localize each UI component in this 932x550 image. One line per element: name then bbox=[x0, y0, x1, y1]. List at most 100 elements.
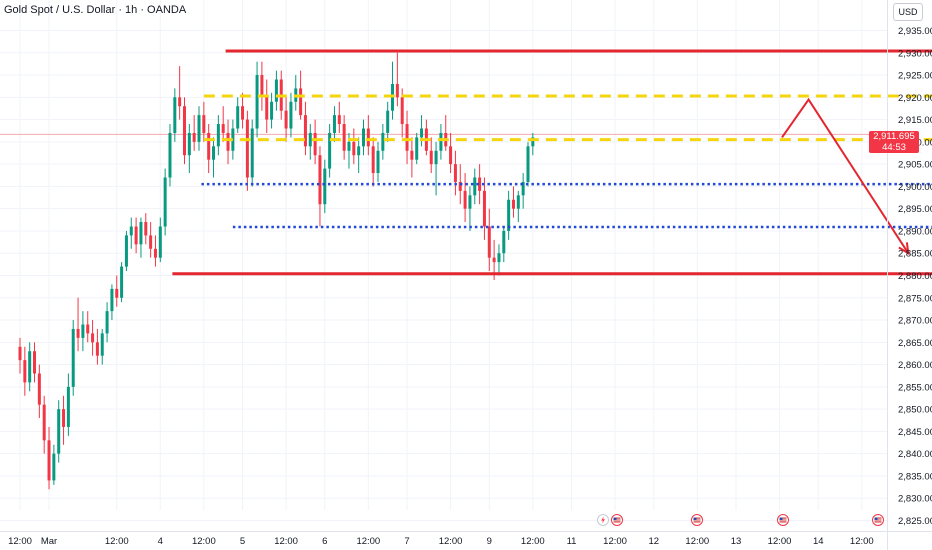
candle-body bbox=[168, 132, 172, 178]
candle-down bbox=[134, 217, 138, 254]
projection-arrowhead[interactable] bbox=[898, 242, 910, 256]
candle-body bbox=[260, 75, 264, 98]
candle-body bbox=[439, 132, 443, 151]
candle-down bbox=[144, 213, 148, 245]
candle-body bbox=[197, 115, 201, 142]
candle-down bbox=[241, 92, 245, 129]
y-tick-label: 2,895.000 bbox=[898, 204, 932, 215]
candle-up bbox=[415, 132, 419, 165]
candle-down bbox=[424, 119, 428, 156]
y-tick-label: 2,825.000 bbox=[898, 516, 932, 527]
candle-down bbox=[478, 164, 482, 205]
candle-body bbox=[284, 110, 288, 129]
candle-up bbox=[100, 328, 104, 365]
candle-up bbox=[497, 244, 501, 276]
candle-down bbox=[444, 115, 448, 151]
x-tick-label: 12:00 bbox=[685, 536, 709, 547]
candle-body bbox=[120, 266, 124, 298]
x-tick-label: 12:00 bbox=[192, 536, 216, 547]
candle-up bbox=[357, 137, 361, 174]
candle-body bbox=[255, 75, 259, 129]
candle-up bbox=[274, 70, 278, 111]
y-tick-label: 2,915.000 bbox=[898, 115, 932, 126]
candle-up bbox=[386, 101, 390, 142]
candle-down bbox=[91, 320, 95, 356]
candle-up bbox=[197, 106, 201, 151]
candle-body bbox=[415, 137, 419, 160]
candle-body bbox=[144, 222, 148, 236]
candle-body bbox=[274, 79, 278, 102]
candle-body bbox=[226, 132, 230, 151]
candle-body bbox=[516, 195, 520, 209]
y-axis-ticks: 2,825.000 2,830.000 2,835.000 2,840.000 2,84… bbox=[898, 26, 932, 527]
candle-up bbox=[526, 141, 530, 187]
candle-body bbox=[37, 373, 41, 405]
candle-body bbox=[52, 453, 56, 481]
us-flag-event-icon[interactable] bbox=[777, 514, 789, 526]
candle-body bbox=[187, 132, 191, 156]
candle-up bbox=[216, 115, 220, 156]
candle-up bbox=[516, 190, 520, 223]
candle-body bbox=[124, 235, 128, 267]
y-tick-label: 2,930.000 bbox=[898, 48, 932, 59]
candle-down bbox=[410, 137, 414, 178]
event-markers[interactable] bbox=[597, 514, 884, 526]
zone-lines[interactable] bbox=[172, 49, 932, 276]
projection-path[interactable] bbox=[781, 97, 910, 254]
x-tick-label: 12:00 bbox=[105, 536, 129, 547]
candle-up bbox=[294, 75, 298, 111]
candle-down bbox=[62, 395, 66, 445]
candle-up bbox=[332, 106, 336, 142]
candle-up bbox=[110, 284, 114, 321]
currency-button[interactable]: USD bbox=[893, 3, 923, 21]
candle-down bbox=[366, 115, 370, 156]
candle-body bbox=[33, 351, 37, 374]
candle-body bbox=[405, 124, 409, 151]
candle-body bbox=[202, 115, 206, 133]
candle-body bbox=[299, 88, 303, 116]
candle-up bbox=[361, 119, 365, 156]
lightning-event-icon[interactable] bbox=[597, 514, 609, 526]
candle-down bbox=[221, 106, 225, 142]
us-flag-event-icon[interactable] bbox=[872, 514, 884, 526]
us-flag-event-icon[interactable] bbox=[611, 514, 623, 526]
candle-body bbox=[139, 222, 143, 245]
candle-up bbox=[120, 262, 124, 303]
y-tick-label: 2,855.000 bbox=[898, 382, 932, 393]
candle-body bbox=[28, 351, 32, 383]
us-flag-event-icon[interactable] bbox=[691, 514, 703, 526]
candle-body bbox=[231, 128, 235, 151]
candle-body bbox=[153, 248, 157, 258]
candle-body bbox=[134, 226, 138, 245]
x-tick-label: 6 bbox=[322, 536, 327, 547]
candle-body bbox=[478, 177, 482, 191]
candle-body bbox=[468, 195, 472, 209]
candle-up bbox=[57, 400, 61, 463]
candle-body bbox=[57, 409, 61, 454]
y-tick-label: 2,870.000 bbox=[898, 316, 932, 327]
candle-body bbox=[453, 164, 457, 182]
current-price-badge: 2,911.695 44:53 bbox=[869, 131, 919, 153]
candle-up bbox=[71, 320, 75, 396]
candle-body bbox=[458, 181, 462, 191]
candle-up bbox=[250, 119, 254, 187]
candle-up bbox=[502, 226, 506, 263]
candle-body bbox=[352, 141, 356, 156]
candle-body bbox=[270, 101, 274, 120]
chart-title: Gold Spot / U.S. Dollar · 1h · OANDA bbox=[4, 4, 186, 16]
candle-body bbox=[212, 146, 216, 160]
candle-body bbox=[192, 132, 196, 142]
candle-body bbox=[410, 150, 414, 160]
candle-body bbox=[23, 360, 27, 383]
candle-down bbox=[37, 364, 41, 419]
candle-body bbox=[100, 333, 104, 356]
candle-down bbox=[337, 101, 341, 133]
candle-down bbox=[76, 297, 80, 352]
candle-down bbox=[313, 119, 317, 165]
candle-up bbox=[376, 141, 380, 182]
candle-down bbox=[352, 128, 356, 165]
x-tick-label: Mar bbox=[41, 536, 57, 547]
candle-up bbox=[236, 97, 240, 133]
projection-arrow[interactable] bbox=[781, 97, 910, 256]
